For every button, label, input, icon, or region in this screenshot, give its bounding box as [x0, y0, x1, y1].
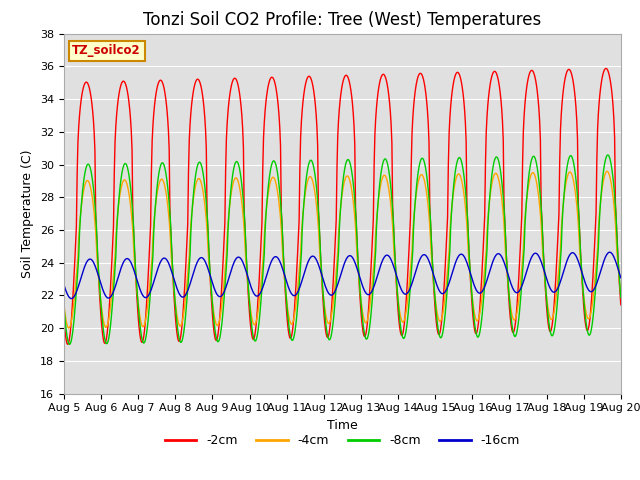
X-axis label: Time: Time: [327, 419, 358, 432]
Text: TZ_soilco2: TZ_soilco2: [72, 44, 141, 58]
Title: Tonzi Soil CO2 Profile: Tree (West) Temperatures: Tonzi Soil CO2 Profile: Tree (West) Temp…: [143, 11, 541, 29]
Y-axis label: Soil Temperature (C): Soil Temperature (C): [22, 149, 35, 278]
Legend: -2cm, -4cm, -8cm, -16cm: -2cm, -4cm, -8cm, -16cm: [160, 429, 525, 452]
